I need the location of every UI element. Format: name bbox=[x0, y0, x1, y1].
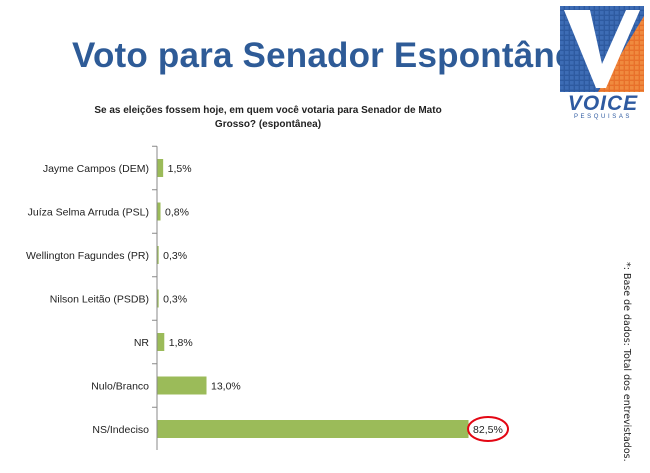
data-label: 13,0% bbox=[211, 381, 241, 393]
brand-name: VOICE bbox=[567, 92, 639, 115]
category-label: Juíza Selma Arruda (PSL) bbox=[28, 207, 149, 219]
voice-logo bbox=[560, 6, 644, 120]
category-label: NR bbox=[134, 337, 150, 349]
category-label: Nulo/Branco bbox=[91, 381, 149, 393]
category-label: Jayme Campos (DEM) bbox=[43, 163, 149, 175]
bar bbox=[157, 202, 161, 221]
data-label: 82,5% bbox=[473, 424, 503, 436]
bar bbox=[157, 420, 469, 438]
data-label: 0,3% bbox=[163, 250, 187, 262]
bar bbox=[157, 246, 159, 264]
data-label: 0,8% bbox=[165, 207, 189, 219]
brand-tagline: PESQUISAS bbox=[573, 114, 633, 120]
chart-title: Se as eleições fossem hoje, em quem você… bbox=[94, 105, 442, 130]
data-label: 0,3% bbox=[163, 294, 187, 306]
bar bbox=[157, 289, 159, 308]
category-label: Nilson Leitão (PSDB) bbox=[50, 294, 149, 306]
highlight-circle bbox=[467, 416, 510, 442]
data-label: 1,5% bbox=[168, 163, 192, 175]
page-title: Voto para Senador Espontânea bbox=[72, 36, 595, 75]
category-label: Wellington Fagundes (PR) bbox=[26, 250, 149, 262]
footnote: *: Base de dados: Total dos entrevistado… bbox=[620, 262, 634, 462]
bar bbox=[157, 159, 164, 177]
category-label: NS/Indeciso bbox=[92, 424, 149, 436]
bar bbox=[157, 376, 207, 395]
footnote-text: *: Base de dados: Total dos entrevistado… bbox=[621, 262, 632, 462]
bar bbox=[157, 333, 165, 351]
bar-chart: Jayme Campos (DEM) 1,5% Juíza Selma Arruda… bbox=[26, 145, 510, 450]
data-label: 1,8% bbox=[169, 337, 193, 349]
